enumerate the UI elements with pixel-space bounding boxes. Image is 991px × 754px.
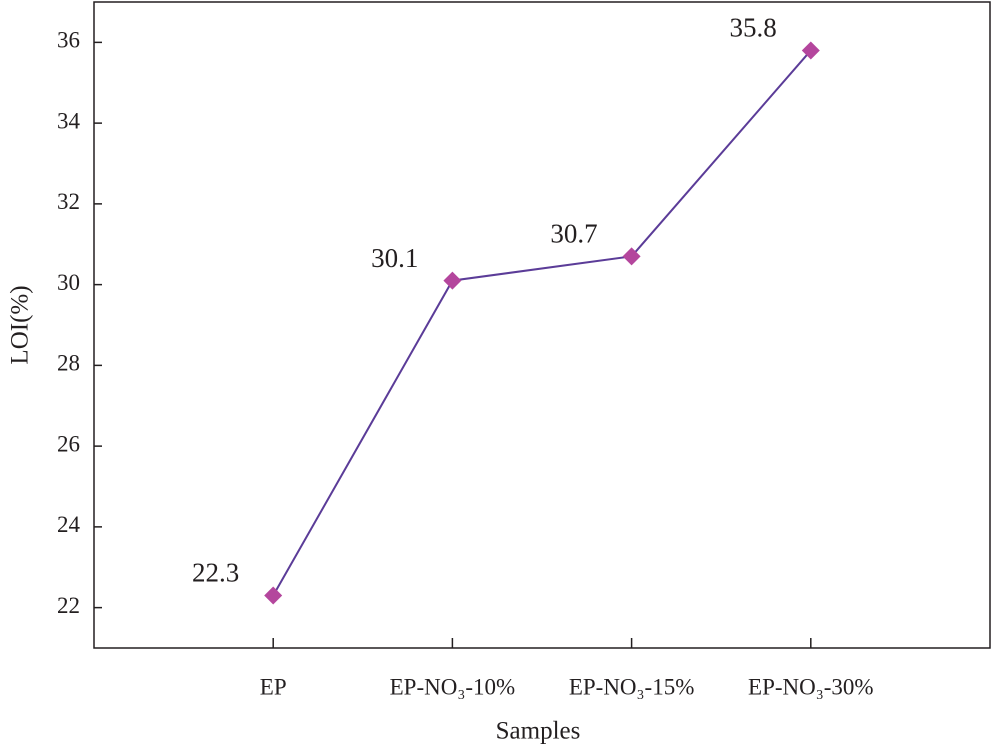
data-label: 22.3 bbox=[192, 558, 239, 588]
y-tick-label: 32 bbox=[57, 189, 80, 214]
plot-frame bbox=[93, 1, 991, 649]
y-tick-label: 22 bbox=[57, 593, 80, 618]
y-tick-label: 26 bbox=[57, 431, 80, 456]
y-tick-label: 36 bbox=[57, 28, 80, 53]
x-tick-label: EP-NO₃-30% bbox=[748, 674, 874, 699]
x-tick-label: EP-NO₃-10% bbox=[390, 674, 516, 699]
y-tick-label: 28 bbox=[57, 351, 80, 376]
data-marker bbox=[443, 271, 462, 290]
data-label: 30.7 bbox=[550, 219, 597, 249]
y-tick-label: 24 bbox=[57, 512, 81, 537]
data-marker bbox=[622, 247, 641, 266]
y-tick-label: 30 bbox=[57, 270, 80, 295]
y-tick-label: 34 bbox=[57, 108, 81, 133]
x-tick-label: EP bbox=[260, 674, 287, 699]
y-axis-title: LOI(%) bbox=[7, 285, 34, 364]
data-marker bbox=[264, 586, 283, 605]
data-line bbox=[272, 49, 812, 597]
data-label: 30.1 bbox=[371, 243, 418, 273]
data-label: 35.8 bbox=[730, 13, 777, 43]
x-axis-title: Samples bbox=[496, 718, 581, 745]
x-tick-label: EP-NO₃-15% bbox=[569, 674, 695, 699]
data-marker bbox=[801, 41, 820, 60]
